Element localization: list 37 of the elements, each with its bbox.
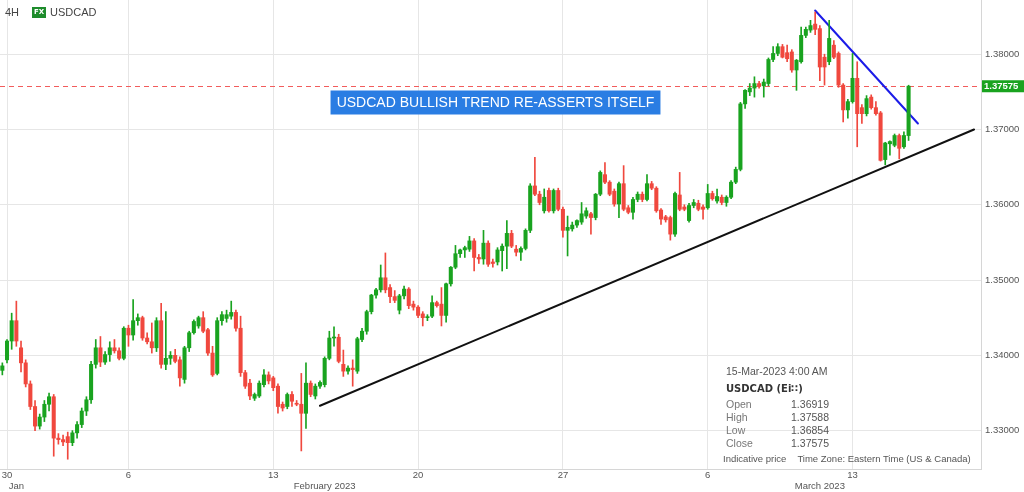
ref-line-label: 1.37575 (984, 80, 1020, 92)
annotation: Indicative price (723, 452, 787, 465)
annotation: Time Zone: Eastern Time (US & Canada) (797, 452, 971, 465)
candlestick (229, 300, 234, 320)
annotation: 4H (5, 6, 20, 18)
x-tick-label: 20 (412, 468, 424, 480)
y-tick-label: 1.35000 (985, 273, 1020, 285)
x-tick-label: 13 (267, 468, 279, 480)
x-tick-label: 27 (557, 468, 569, 480)
annotation: USDCAD (Ei∷) (726, 382, 804, 395)
candlestick (299, 373, 304, 452)
annotation: 1.36919 (790, 398, 829, 411)
y-tick-label: 1.33000 (985, 424, 1020, 436)
x-tick-label: 13 (847, 468, 858, 480)
annotation: USDCAD (50, 6, 97, 18)
x-tick-label: Jan (8, 480, 25, 492)
annotation: Open (726, 398, 753, 411)
annotation: High (726, 411, 749, 424)
annotation: Close (726, 437, 754, 450)
x-tick-label: 6 (125, 468, 132, 480)
annotation: 1.37588 (790, 411, 829, 424)
y-tick-label: 1.37000 (985, 123, 1020, 135)
y-tick-label: 1.34000 (985, 348, 1020, 360)
y-tick-label: 1.36000 (985, 198, 1020, 210)
x-tick-label: February 2023 (293, 480, 356, 492)
annotation: 15-Mar-2023 4:00 AM (726, 365, 829, 378)
y-tick-label: 1.38000 (985, 47, 1020, 59)
candlestick (65, 431, 70, 460)
x-tick-label: March 2023 (794, 480, 845, 492)
annotation: 1.37575 (790, 437, 829, 450)
x-tick-label: 6 (705, 468, 711, 480)
text: USDCAD BULLISH TREND RE-ASSERTS ITSELF (336, 93, 655, 110)
x-tick-label: 30 (1, 468, 13, 480)
candlestick (149, 322, 154, 354)
annotation: Low (726, 424, 747, 437)
candlestick (588, 211, 593, 235)
annotation: 1.36854 (790, 424, 829, 437)
